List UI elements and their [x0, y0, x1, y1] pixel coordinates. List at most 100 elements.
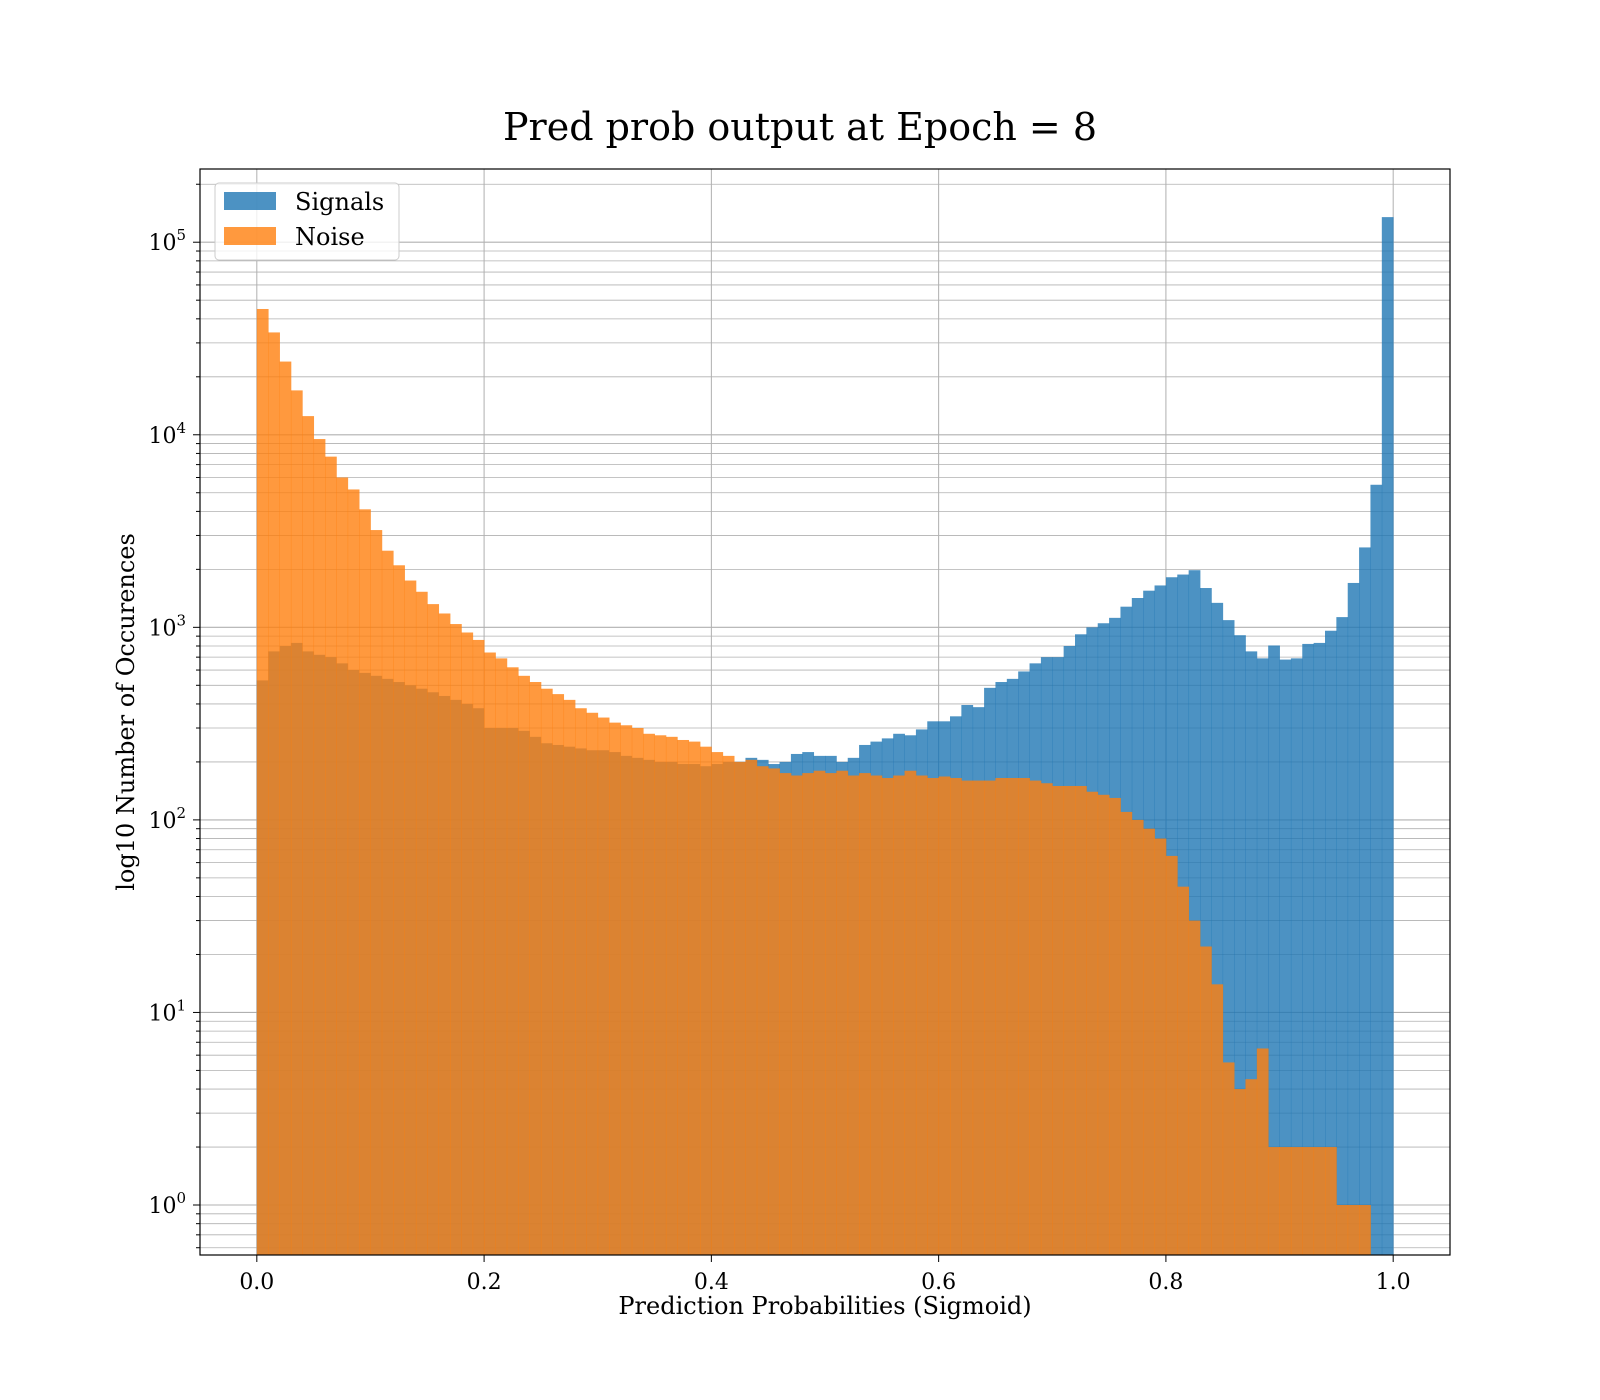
- noise-bar: [881, 778, 894, 1255]
- noise-bar: [620, 725, 633, 1255]
- noise-bar: [859, 773, 871, 1255]
- noise-bar: [359, 509, 371, 1256]
- noise-bar: [370, 530, 383, 1255]
- noise-bar: [1143, 828, 1155, 1255]
- signals-bar: [1211, 602, 1224, 1255]
- noise-bar: [1222, 1062, 1235, 1255]
- noise-bar: [518, 675, 530, 1255]
- y-tick-label: 105: [148, 226, 186, 256]
- signals-bar: [1256, 658, 1269, 1255]
- noise-bar: [870, 775, 883, 1255]
- noise-bar: [552, 694, 565, 1255]
- noise-bar: [688, 741, 701, 1255]
- x-axis-label: Prediction Probabilities (Sigmoid): [618, 1292, 1031, 1320]
- noise-bar: [1313, 1147, 1326, 1255]
- noise-bar: [995, 778, 1008, 1255]
- noise-bar: [427, 604, 440, 1255]
- noise-bar: [279, 361, 292, 1255]
- y-tick-label: 101: [148, 996, 186, 1026]
- noise-bar: [722, 755, 735, 1255]
- noise-bar: [1177, 886, 1190, 1255]
- noise-bar: [802, 773, 815, 1255]
- noise-bar: [1006, 778, 1019, 1255]
- noise-bar: [1018, 778, 1030, 1255]
- noise-bar: [813, 770, 826, 1255]
- noise-bar: [1188, 920, 1201, 1255]
- y-tick-label: 100: [148, 1189, 186, 1219]
- x-tick-label: 0.0: [239, 1270, 274, 1295]
- noise-bar: [506, 667, 519, 1255]
- noise-bar: [1359, 1205, 1371, 1255]
- y-axis-label: log10 Number of Occurences: [112, 533, 140, 891]
- noise-bar: [495, 658, 508, 1255]
- noise-bar: [393, 565, 405, 1255]
- legend-swatch-signals: [224, 192, 276, 210]
- noise-bar: [404, 580, 417, 1255]
- noise-bar: [438, 613, 451, 1255]
- noise-bar: [836, 770, 849, 1255]
- noise-bar: [631, 728, 644, 1255]
- y-tick-label: 103: [148, 611, 186, 641]
- chart-title: Pred prob output at Epoch = 8: [503, 105, 1097, 149]
- noise-bar: [1325, 1147, 1337, 1255]
- y-tick-label: 102: [148, 804, 186, 834]
- noise-bar: [1245, 1079, 1258, 1255]
- signals-bar: [1325, 630, 1337, 1255]
- noise-bar: [268, 332, 280, 1255]
- noise-bar: [1347, 1205, 1360, 1255]
- noise-bar: [336, 477, 349, 1255]
- noise-bar: [893, 775, 905, 1255]
- noise-bar: [1336, 1205, 1349, 1255]
- noise-bar: [972, 780, 985, 1255]
- noise-bar: [1234, 1089, 1246, 1255]
- noise-bar: [643, 733, 655, 1255]
- noise-bar: [938, 776, 951, 1255]
- signals-bar: [1359, 547, 1371, 1255]
- noise-bar: [1120, 811, 1133, 1255]
- noise-bar: [961, 780, 974, 1255]
- noise-bar: [847, 775, 860, 1255]
- x-tick-label: 0.2: [467, 1270, 502, 1295]
- noise-bar: [1211, 984, 1224, 1255]
- noise-bar: [677, 739, 690, 1255]
- noise-bar: [779, 773, 792, 1255]
- x-tick-label: 1.0: [1376, 1270, 1411, 1295]
- noise-bar: [915, 775, 928, 1255]
- noise-bar: [768, 768, 780, 1255]
- noise-bar: [1086, 791, 1099, 1255]
- noise-bar: [904, 770, 917, 1255]
- noise-bar: [302, 416, 315, 1256]
- noise-bar: [256, 308, 269, 1255]
- noise-bar: [825, 773, 837, 1255]
- signals-bar: [1200, 588, 1212, 1255]
- noise-bar: [1097, 794, 1110, 1255]
- noise-bar: [1302, 1147, 1315, 1255]
- signals-bar: [1336, 617, 1349, 1255]
- noise-bar: [1040, 783, 1053, 1255]
- noise-bar: [700, 746, 712, 1255]
- noise-bar: [1154, 838, 1167, 1255]
- noise-bar: [347, 489, 360, 1255]
- noise-bar: [734, 761, 746, 1255]
- noise-bar: [290, 390, 303, 1255]
- noise-bar: [381, 550, 394, 1255]
- noise-bar: [711, 752, 724, 1255]
- series-noise: [256, 308, 1371, 1256]
- signals-bar: [1313, 642, 1326, 1255]
- noise-bar: [325, 456, 337, 1255]
- noise-bar: [1109, 797, 1121, 1255]
- signals-bar: [1188, 570, 1201, 1255]
- noise-bar: [1075, 785, 1087, 1255]
- signals-bar: [1268, 645, 1280, 1255]
- noise-bar: [1290, 1147, 1303, 1255]
- ticks-layer: 0.0 0.2 0.4 0.6 0.8 1.0 100 101 102 103 104 105: [148, 183, 1411, 1295]
- noise-bar: [540, 688, 553, 1255]
- legend-swatch-noise: [224, 227, 276, 245]
- noise-bar: [586, 712, 599, 1255]
- noise-bar: [665, 736, 678, 1255]
- noise-bar: [790, 775, 803, 1255]
- bars-layer: [256, 217, 1394, 1256]
- signals-bar: [1347, 582, 1360, 1255]
- noise-bar: [927, 778, 940, 1255]
